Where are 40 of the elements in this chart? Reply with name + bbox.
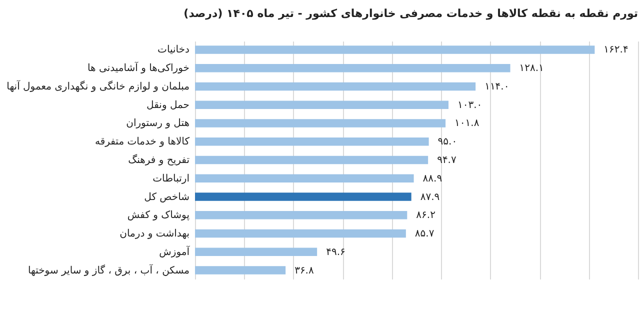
y-tick-label: تفریح و فرهنگ <box>128 154 190 166</box>
bar <box>195 266 286 274</box>
y-tick-label: کالاها و خدمات متفرقه <box>94 136 190 148</box>
bar <box>195 64 510 72</box>
data-label: ۸۷.۹ <box>420 192 440 203</box>
bar <box>195 211 408 220</box>
data-label: ۸۶.۲ <box>416 210 436 222</box>
data-label: ۹۴.۷ <box>437 155 457 166</box>
y-tick-label: حمل ونقل <box>146 100 190 111</box>
y-tick-label: بهداشت و درمان <box>120 228 190 240</box>
data-label: ۸۸.۹ <box>422 173 442 184</box>
data-label: ۱۰۳.۰ <box>457 100 482 111</box>
y-tick-label: پوشاک و کفش <box>127 210 190 222</box>
y-tick-label: مسکن ، آب ، برق ، گاز و سایر سوختها <box>28 263 190 276</box>
data-label: ۳۶.۸ <box>294 265 314 276</box>
bar <box>195 248 318 256</box>
bar <box>195 137 429 146</box>
data-label: ۴۹.۶ <box>326 246 346 258</box>
y-tick-label: دخانیات <box>158 44 190 56</box>
bar <box>195 229 406 238</box>
y-tick-label: شاخص کل <box>144 192 190 203</box>
data-label: ۹۵.۰ <box>438 136 458 148</box>
bar <box>195 82 476 91</box>
chart-title: تورم نقطه به نقطه کالاها و خدمات مصرفی خانوارهای کشور - تیر ماه ۱۴۰۵ (درصد) <box>184 7 638 20</box>
y-tick-label: مبلمان و لوازم خانگی و نگهداری معمول آنها <box>6 79 190 92</box>
bar <box>195 100 448 109</box>
y-tick-label: هتل و رستوران <box>126 118 190 130</box>
y-tick-label: ارتباطات <box>152 173 190 184</box>
y-tick-label: خوراکی‌ها و آشامیدنی ها <box>87 61 190 74</box>
data-label: ۱۲۸.۱ <box>519 63 544 74</box>
data-label: ۱۶۲.۴ <box>604 44 628 56</box>
bar <box>195 174 414 183</box>
bar <box>195 46 595 54</box>
bar <box>195 119 446 128</box>
y-tick-label: آموزش <box>159 244 191 258</box>
data-label: ۱۰۱.۸ <box>454 118 480 130</box>
data-label: ۱۱۴.۰ <box>484 81 510 92</box>
bar <box>195 192 412 201</box>
bar <box>195 156 428 164</box>
data-label: ۸۵.۷ <box>414 228 435 240</box>
